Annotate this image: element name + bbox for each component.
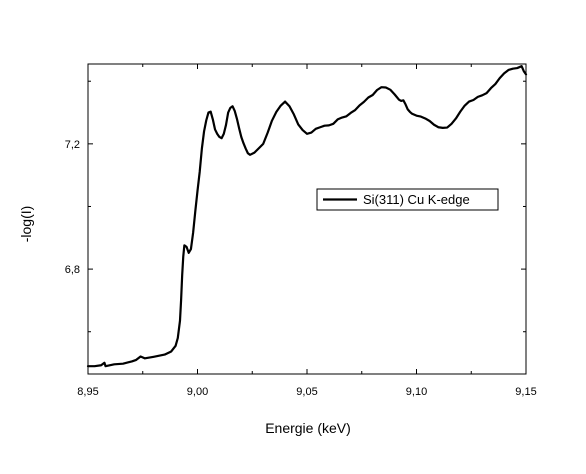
y-tick-label: 6,8 — [65, 264, 80, 276]
x-tick-label: 8,95 — [77, 386, 98, 398]
y-axis-title: -log(I) — [18, 206, 34, 243]
legend-label: Si(311) Cu K-edge — [363, 192, 470, 207]
plot-frame — [87, 63, 527, 375]
legend-box — [316, 188, 499, 211]
y-tick-label: 7,2 — [65, 139, 80, 151]
x-tick-label: 9,15 — [515, 386, 536, 398]
x-tick-label: 9,10 — [406, 386, 427, 398]
legend: Si(311) Cu K-edge — [316, 188, 499, 211]
series-line-si311-cu-k-edge — [86, 65, 528, 368]
x-axis-title: Energie (keV) — [265, 420, 351, 436]
x-tick-label: 9,00 — [187, 386, 208, 398]
x-tick-label: 9,05 — [296, 386, 317, 398]
tick-labels: 8,95 9,00 9,05 9,10 9,15 6,8 7,2 — [65, 139, 537, 398]
